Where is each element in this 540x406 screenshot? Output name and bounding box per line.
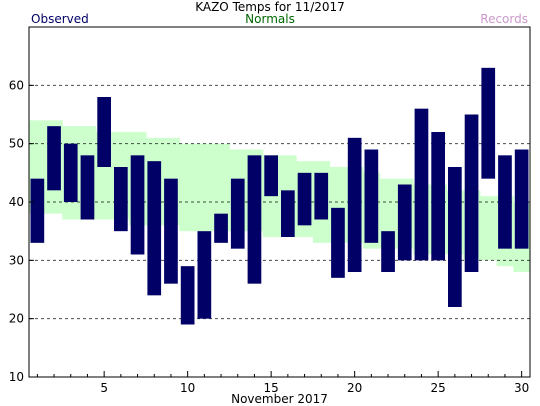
observed-bar-day-25 bbox=[431, 132, 445, 261]
x-tick-label-30: 30 bbox=[514, 381, 529, 395]
observed-bar-day-22 bbox=[381, 231, 395, 272]
axis-layer: 10 20 30 40 50 60 5 10 15 20 25 30 bbox=[9, 26, 531, 395]
x-tick-label-20: 20 bbox=[347, 381, 362, 395]
observed-bar-day-28 bbox=[481, 67, 496, 179]
observed-bar-day-24 bbox=[414, 108, 429, 261]
observed-bar-day-23 bbox=[397, 184, 412, 261]
observed-bar-day-11 bbox=[197, 231, 212, 319]
legend-normals: Normals bbox=[245, 12, 295, 26]
observed-bar-day-5 bbox=[97, 97, 111, 167]
observed-bar-day-7 bbox=[130, 155, 145, 255]
x-axis-label: November 2017 bbox=[231, 392, 328, 406]
observed-bar-day-14 bbox=[247, 155, 262, 284]
chart-title: KAZO Temps for 11/2017 bbox=[195, 0, 345, 14]
y-tick-label-20: 20 bbox=[9, 312, 24, 326]
observed-bar-day-15 bbox=[264, 155, 278, 197]
observed-bars-layer bbox=[30, 67, 529, 325]
observed-bar-day-20 bbox=[347, 137, 362, 272]
y-tick-label-30: 30 bbox=[9, 253, 24, 267]
y-tick-label-50: 50 bbox=[9, 137, 24, 151]
y-tick-label-60: 60 bbox=[9, 78, 24, 92]
observed-bar-day-1 bbox=[30, 178, 45, 243]
observed-bar-day-18 bbox=[314, 172, 329, 220]
observed-bar-day-2 bbox=[47, 126, 61, 191]
normals-band-day-12 bbox=[212, 143, 230, 232]
x-tick-label-25: 25 bbox=[431, 381, 446, 395]
normals-band-day-11 bbox=[196, 143, 214, 232]
y-tick-label-40: 40 bbox=[9, 195, 24, 209]
observed-bar-day-9 bbox=[164, 178, 178, 284]
observed-bar-day-16 bbox=[281, 190, 295, 237]
observed-bar-day-6 bbox=[114, 167, 128, 232]
observed-bar-day-21 bbox=[364, 149, 379, 243]
legend-observed: Observed bbox=[31, 12, 89, 26]
observed-bar-day-3 bbox=[63, 143, 78, 202]
x-tick-label-5: 5 bbox=[100, 381, 108, 395]
observed-bar-day-26 bbox=[448, 167, 462, 307]
observed-bar-day-12 bbox=[214, 213, 228, 243]
normals-band-day-10 bbox=[179, 143, 197, 232]
observed-bar-day-30 bbox=[514, 149, 529, 249]
x-tick-label-15: 15 bbox=[264, 381, 279, 395]
observed-bar-day-4 bbox=[80, 155, 95, 220]
x-tick-label-10: 10 bbox=[180, 381, 195, 395]
observed-bar-day-19 bbox=[331, 207, 345, 278]
observed-bar-day-27 bbox=[464, 114, 479, 272]
observed-bar-day-10 bbox=[180, 266, 195, 325]
normals-band-day-28 bbox=[479, 196, 498, 261]
observed-bar-day-8 bbox=[147, 161, 162, 296]
y-tick-label-10: 10 bbox=[9, 370, 24, 384]
observed-bar-day-17 bbox=[297, 172, 312, 226]
legend-records: Records bbox=[480, 12, 528, 26]
observed-bar-day-13 bbox=[230, 178, 245, 249]
observed-bar-day-29 bbox=[498, 155, 512, 249]
